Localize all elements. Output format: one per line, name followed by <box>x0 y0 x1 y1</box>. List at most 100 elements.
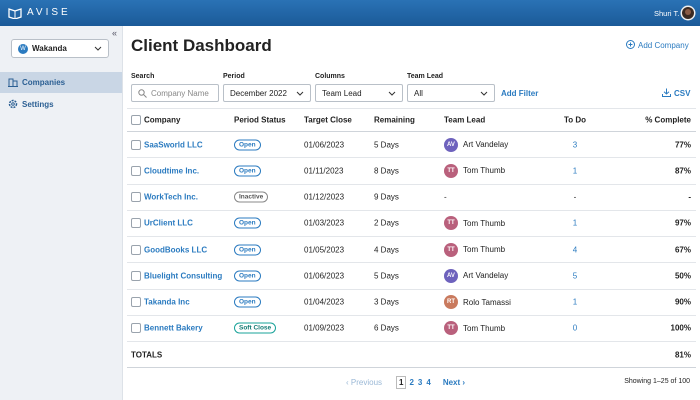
lead-name: Tom Thumb <box>463 245 506 255</box>
lead-name: Art Vandelay <box>463 271 509 281</box>
filter-label: Columns <box>315 73 345 80</box>
chevron <box>94 46 102 51</box>
filter-label: Search <box>131 73 155 80</box>
user-name[interactable]: Shuri T. <box>654 9 680 18</box>
placeholder: Company Name <box>151 88 209 98</box>
company-link[interactable]: Bluelight Consulting <box>144 271 223 281</box>
company-link[interactable]: SaaSworld LLC <box>144 140 203 150</box>
company-link[interactable]: GoodBooks LLC <box>144 245 208 255</box>
lead-avatar: TT <box>444 216 458 231</box>
remaining: 2 Days <box>374 218 399 228</box>
row-checkbox[interactable] <box>131 244 141 255</box>
company-select[interactable]: W Wakanda <box>11 39 109 58</box>
lead-name: Tom Thumb <box>463 218 506 228</box>
select-all-checkbox[interactable] <box>131 115 141 125</box>
remaining: 6 Days <box>374 323 399 333</box>
column-header[interactable]: Period Status <box>234 115 286 125</box>
filter-label: Period <box>223 73 245 80</box>
row-checkbox[interactable] <box>131 297 141 308</box>
target-close: 01/06/2023 <box>304 140 345 150</box>
page-link[interactable]: 2 <box>409 378 414 387</box>
target-close: 01/09/2023 <box>304 323 345 333</box>
column-header[interactable]: Target Close <box>304 115 352 125</box>
row-checkbox[interactable] <box>131 270 141 281</box>
column-header[interactable]: Team Lead <box>444 115 486 125</box>
todo-count[interactable]: 0 <box>572 323 578 333</box>
totals-complete: 81% <box>674 350 691 360</box>
todo-count[interactable]: 1 <box>572 166 578 176</box>
lead-avatar: RT <box>444 295 458 310</box>
companies-icon <box>8 78 18 87</box>
todo-count[interactable]: 1 <box>572 218 578 228</box>
csv-link[interactable]: CSV <box>674 89 691 98</box>
page-current[interactable]: 1 <box>396 376 407 389</box>
column-header[interactable]: Company <box>144 115 181 125</box>
todo-count[interactable]: 5 <box>572 271 578 281</box>
page-title: Client Dashboard <box>131 36 272 55</box>
team-lead-select[interactable]: All <box>407 84 495 102</box>
download-icon[interactable] <box>662 88 671 97</box>
chevron <box>480 91 488 96</box>
lead-avatar: TT <box>444 163 458 178</box>
lead-avatar: AV <box>444 268 458 283</box>
row-checkbox[interactable] <box>131 165 141 176</box>
row-checkbox[interactable] <box>131 139 141 150</box>
todo-count[interactable]: 4 <box>572 245 578 255</box>
column-header[interactable]: To Do <box>563 115 587 125</box>
percent-complete: 97% <box>674 218 691 228</box>
showing-count: Showing 1–25 of 100 <box>624 378 690 385</box>
table-row: GoodBooks LLC Open 01/05/2023 4 Days TT T… <box>127 237 696 264</box>
target-close: 01/04/2023 <box>304 297 345 307</box>
target-close: 01/03/2023 <box>304 218 345 228</box>
chevron <box>388 91 396 96</box>
add-filter-link[interactable]: Add Filter <box>501 89 539 98</box>
next-button[interactable]: Next › <box>442 378 466 387</box>
company-link[interactable]: Cloudtime Inc. <box>144 166 200 176</box>
logo[interactable]: AVISE <box>27 7 71 18</box>
user-avatar[interactable] <box>680 5 696 21</box>
percent-complete: 77% <box>674 140 691 150</box>
page-link[interactable]: 4 <box>426 378 431 387</box>
period-select[interactable]: December 2022 <box>223 84 311 102</box>
company-link[interactable]: UrClient LLC <box>144 218 193 228</box>
search-input[interactable]: Company Name <box>131 84 219 102</box>
add-company-link[interactable]: Add Company <box>638 41 689 50</box>
company-link[interactable]: Bennett Bakery <box>144 323 203 333</box>
column-header[interactable]: % Complete <box>645 115 691 125</box>
table-header: Company Period Status Target Close Remai… <box>127 108 696 132</box>
select-value: Team Lead <box>322 88 362 98</box>
todo-count[interactable]: 1 <box>572 297 578 307</box>
chevron <box>296 91 304 96</box>
status-pill: Open <box>234 217 261 229</box>
status-pill: Open <box>234 270 261 282</box>
percent-complete: 90% <box>674 297 691 307</box>
target-close: 01/11/2023 <box>304 166 344 176</box>
company-link[interactable]: Takanda Inc <box>144 297 190 307</box>
todo-count[interactable]: 3 <box>572 140 578 150</box>
nav-item[interactable]: Settings <box>22 100 54 109</box>
select-value: All <box>414 88 423 98</box>
totals-label: TOTALS <box>131 350 163 360</box>
row-checkbox[interactable] <box>131 323 141 334</box>
table-row: UrClient LLC Open 01/03/2023 2 Days TT To… <box>127 211 696 237</box>
nav-item[interactable]: Companies <box>22 78 66 87</box>
nav-active-bg <box>0 72 122 93</box>
row-checkbox[interactable] <box>131 218 141 229</box>
add-icon[interactable] <box>626 40 635 49</box>
collapse-button[interactable]: « <box>112 28 118 38</box>
remaining: 4 Days <box>374 245 399 255</box>
table-row: Bennett Bakery Soft Close 01/09/2023 6 D… <box>127 316 696 342</box>
column-header[interactable]: Remaining <box>374 115 415 125</box>
company-link[interactable]: WorkTech Inc. <box>144 192 198 202</box>
page-link[interactable]: 3 <box>417 378 423 387</box>
status-pill: Open <box>234 165 261 177</box>
previous-button[interactable]: ‹ Previous <box>346 378 383 387</box>
remaining: 3 Days <box>374 297 399 307</box>
previous-label: Previous <box>350 378 383 387</box>
settings-icon <box>8 99 18 109</box>
target-close: 01/06/2023 <box>304 271 345 281</box>
columns-select[interactable]: Team Lead <box>315 84 403 102</box>
row-checkbox[interactable] <box>131 192 141 203</box>
